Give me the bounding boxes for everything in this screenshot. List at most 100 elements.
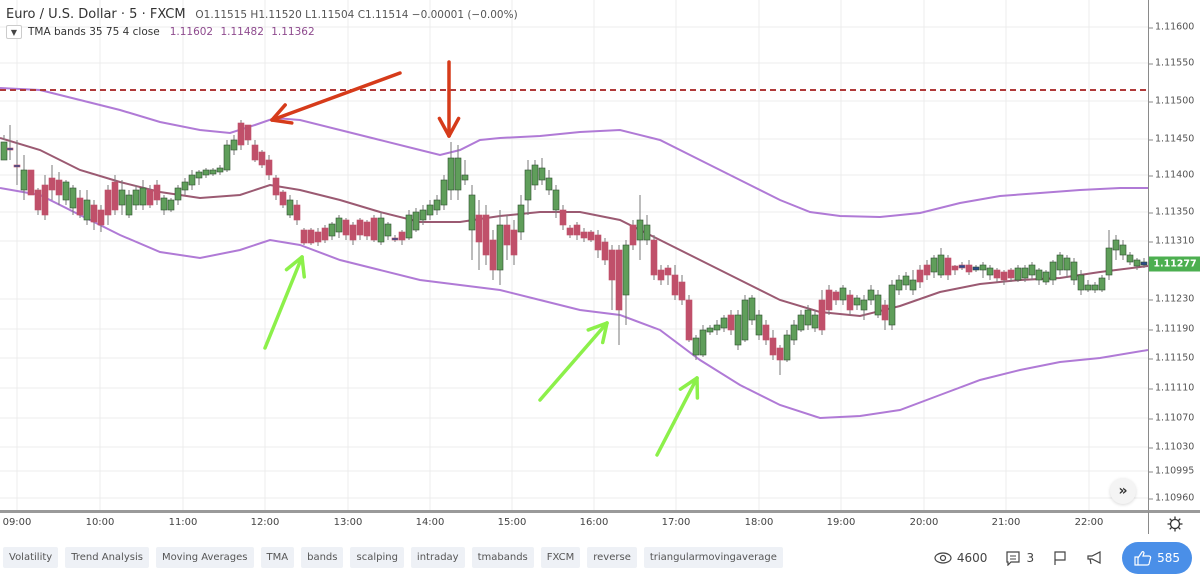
candle <box>153 180 161 205</box>
candle <box>692 335 700 360</box>
tag-chip[interactable]: triangularmovingaverage <box>643 547 783 568</box>
time-tick-label: 11:00 <box>168 517 198 528</box>
candle <box>384 222 392 240</box>
flag-button[interactable] <box>1052 550 1068 566</box>
tag-chip[interactable]: intraday <box>410 547 465 568</box>
candle <box>1133 258 1141 270</box>
candle <box>937 248 945 278</box>
candle <box>111 175 119 215</box>
tag-chip[interactable]: tmabands <box>471 547 534 568</box>
candle <box>482 205 490 265</box>
chart-settings-button[interactable] <box>1148 510 1200 534</box>
candle <box>314 228 322 246</box>
candlestick-chart[interactable] <box>0 0 1149 510</box>
candle <box>552 185 560 218</box>
tag-chip[interactable]: bands <box>301 547 344 568</box>
candle <box>1084 280 1092 292</box>
time-tick-label: 09:00 <box>2 517 32 528</box>
candle <box>986 265 994 280</box>
candle <box>216 165 224 175</box>
tag-chip[interactable]: Moving Averages <box>155 547 254 568</box>
candle <box>167 198 175 212</box>
candle <box>727 310 735 335</box>
green-arrow-lower-band-3 <box>655 376 700 457</box>
candle <box>1042 270 1050 285</box>
candle <box>608 245 616 310</box>
price-tick-label: 1.11150 <box>1148 352 1195 364</box>
price-tick-label: 1.10960 <box>1148 492 1195 504</box>
candle <box>524 160 532 215</box>
candle <box>265 155 273 180</box>
price-tick-label: 1.11230 <box>1148 293 1195 305</box>
tag-chip[interactable]: scalping <box>350 547 404 568</box>
candle <box>664 265 672 285</box>
tag-chip[interactable]: Trend Analysis <box>65 547 149 568</box>
candle <box>202 168 210 178</box>
comment-icon <box>1006 550 1021 566</box>
candle <box>13 140 21 185</box>
candle <box>573 222 581 240</box>
candle <box>139 180 147 210</box>
candle <box>622 240 630 325</box>
candle <box>489 230 497 280</box>
chevron-down-icon[interactable]: ▼ <box>6 25 22 39</box>
tag-chip[interactable]: FXCM <box>540 547 581 568</box>
price-tick-label: 1.11110 <box>1148 382 1195 394</box>
candle <box>244 124 252 145</box>
candle <box>405 210 413 240</box>
candle <box>300 228 308 245</box>
candle <box>251 140 259 162</box>
candle <box>783 330 791 362</box>
indicator-legend: ▼ TMA bands 35 75 4 close 1.11602 1.1148… <box>6 25 315 39</box>
candle <box>293 200 301 225</box>
candle <box>27 169 35 196</box>
red-arrow-upper-band-2 <box>437 60 461 138</box>
candle <box>860 295 868 320</box>
candle <box>286 195 294 218</box>
price-axis[interactable]: 1.11600 1.11550 1.11500 1.11450 1.11400 1.113… <box>1148 0 1200 510</box>
tag-chip[interactable]: TMA <box>260 547 295 568</box>
candle <box>1007 268 1015 282</box>
candle <box>475 200 483 270</box>
candle <box>6 125 14 160</box>
time-tick-label: 10:00 <box>85 517 115 528</box>
candle <box>146 185 154 208</box>
megaphone-icon <box>1087 550 1101 564</box>
candle <box>454 145 462 200</box>
scroll-to-realtime-button[interactable]: » <box>1110 478 1136 504</box>
candle <box>902 272 910 290</box>
tma-lower-band <box>0 187 1149 420</box>
tag-chip[interactable]: Volatility <box>3 547 59 568</box>
tma-upper-band <box>0 87 1148 219</box>
price-tick-label: 1.11450 <box>1148 133 1195 145</box>
candle <box>706 325 714 335</box>
candle <box>790 320 798 345</box>
candle <box>818 290 826 335</box>
candle <box>832 290 840 305</box>
candle <box>510 220 518 265</box>
candle <box>349 222 357 245</box>
candle <box>930 255 938 278</box>
candle <box>62 180 70 205</box>
price-tick-label: 1.11400 <box>1148 169 1195 181</box>
chart-pane[interactable]: Euro / U.S. Dollar · 5 · FXCM O1.11515 H… <box>0 0 1149 510</box>
comments-button[interactable]: 3 <box>1005 550 1034 566</box>
candle <box>1119 240 1127 260</box>
share-button[interactable] <box>1086 550 1104 566</box>
green-arrow-lower-band-1 <box>263 255 307 350</box>
price-tick-label: 1.11500 <box>1148 95 1195 107</box>
candle <box>1021 265 1029 282</box>
time-tick-label: 14:00 <box>415 517 445 528</box>
like-button[interactable]: 585 <box>1122 541 1192 574</box>
tag-chip[interactable]: reverse <box>587 547 637 568</box>
time-axis[interactable]: 09:00 10:00 11:00 12:00 13:00 14:00 15:00 16:00… <box>0 510 1148 534</box>
candle <box>734 310 742 350</box>
price-tick-label: 1.11190 <box>1148 323 1195 335</box>
candle <box>853 295 861 310</box>
candle <box>629 220 637 250</box>
candle <box>755 310 763 340</box>
candle <box>335 215 343 238</box>
gear-icon <box>1167 516 1182 531</box>
candle <box>279 190 287 208</box>
